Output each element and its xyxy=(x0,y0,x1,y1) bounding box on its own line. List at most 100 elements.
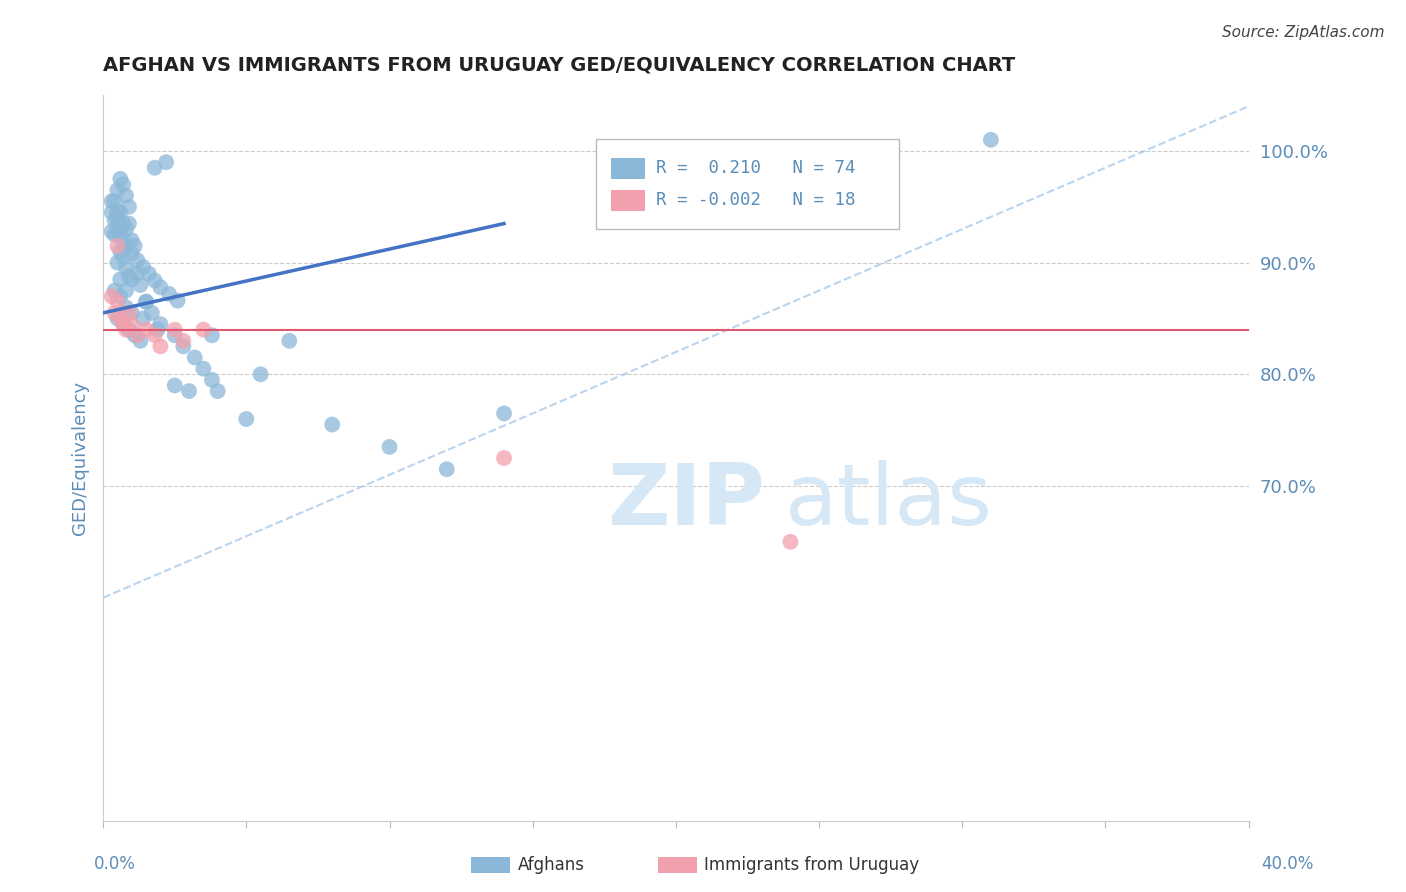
Point xyxy=(184,351,207,365)
Point xyxy=(177,384,200,398)
Point xyxy=(115,284,138,298)
Point xyxy=(193,361,215,376)
Text: 0.0%: 0.0% xyxy=(94,855,136,872)
Point xyxy=(121,306,143,320)
Point xyxy=(118,200,141,214)
Point xyxy=(193,323,215,337)
Point xyxy=(980,133,1002,147)
Point xyxy=(129,277,152,292)
Point xyxy=(115,222,138,236)
Point xyxy=(779,534,801,549)
Point xyxy=(141,306,163,320)
FancyBboxPatch shape xyxy=(610,189,645,211)
Point xyxy=(121,317,143,331)
Point xyxy=(155,155,177,169)
Point xyxy=(115,301,138,315)
Point xyxy=(112,178,135,192)
Point xyxy=(132,260,155,274)
FancyBboxPatch shape xyxy=(610,158,645,179)
Point xyxy=(172,334,194,348)
Point xyxy=(157,286,180,301)
Point xyxy=(124,239,146,253)
Point xyxy=(107,205,129,219)
Point xyxy=(103,284,125,298)
Point xyxy=(110,172,132,186)
Point xyxy=(103,213,125,227)
Point xyxy=(135,294,157,309)
Point xyxy=(278,334,301,348)
Point xyxy=(492,406,515,420)
Point xyxy=(127,328,149,343)
Point xyxy=(112,317,135,331)
Point xyxy=(378,440,401,454)
Text: ZIP: ZIP xyxy=(607,460,765,543)
Point xyxy=(121,233,143,247)
Point xyxy=(201,373,224,387)
Point xyxy=(149,339,172,353)
Point xyxy=(135,323,157,337)
Point xyxy=(107,239,129,253)
Point xyxy=(112,217,135,231)
FancyBboxPatch shape xyxy=(596,138,900,229)
Text: 40.0%: 40.0% xyxy=(1261,855,1313,872)
Point xyxy=(143,273,166,287)
Point xyxy=(115,188,138,202)
Y-axis label: GED/Equivalency: GED/Equivalency xyxy=(72,381,89,535)
Point xyxy=(100,194,122,209)
Text: Source: ZipAtlas.com: Source: ZipAtlas.com xyxy=(1222,25,1385,40)
Point xyxy=(235,412,257,426)
Point xyxy=(163,378,186,392)
Point xyxy=(118,217,141,231)
Point xyxy=(100,224,122,238)
Point xyxy=(115,240,138,254)
Text: AFGHAN VS IMMIGRANTS FROM URUGUAY GED/EQUIVALENCY CORRELATION CHART: AFGHAN VS IMMIGRANTS FROM URUGUAY GED/EQ… xyxy=(103,55,1015,74)
Point xyxy=(129,334,152,348)
Point xyxy=(100,205,122,219)
Point xyxy=(321,417,343,432)
Point xyxy=(100,289,122,303)
Point xyxy=(107,294,129,309)
Text: R = -0.002   N = 18: R = -0.002 N = 18 xyxy=(657,192,856,210)
Point xyxy=(110,272,132,286)
Point xyxy=(110,244,132,259)
Point xyxy=(149,317,172,331)
Point xyxy=(149,280,172,294)
Text: Afghans: Afghans xyxy=(517,856,585,874)
Point xyxy=(127,267,149,281)
Point xyxy=(112,250,135,264)
Point xyxy=(118,323,141,337)
Point xyxy=(135,294,157,309)
Point xyxy=(201,328,224,343)
Point xyxy=(172,339,194,353)
Point xyxy=(118,268,141,283)
Point xyxy=(127,253,149,268)
Point xyxy=(138,267,160,281)
Point xyxy=(107,211,129,225)
Point xyxy=(110,205,132,219)
Point xyxy=(107,255,129,269)
Point xyxy=(112,317,135,331)
Text: R =  0.210   N = 74: R = 0.210 N = 74 xyxy=(657,160,856,178)
Point xyxy=(124,328,146,343)
Point xyxy=(143,161,166,175)
Point xyxy=(132,311,155,326)
Point xyxy=(110,311,132,326)
Point xyxy=(143,328,166,343)
Point xyxy=(107,183,129,197)
Text: Immigrants from Uruguay: Immigrants from Uruguay xyxy=(704,856,920,874)
Point xyxy=(110,289,132,303)
Point xyxy=(436,462,458,476)
Point xyxy=(121,272,143,286)
Point xyxy=(103,306,125,320)
Point xyxy=(110,227,132,241)
Text: atlas: atlas xyxy=(785,460,993,543)
Point xyxy=(146,323,169,337)
Point xyxy=(118,306,141,320)
Point xyxy=(103,227,125,242)
Point xyxy=(163,323,186,337)
Point xyxy=(492,451,515,466)
Point xyxy=(249,368,271,382)
Point xyxy=(163,328,186,343)
Point xyxy=(207,384,229,398)
Point xyxy=(121,246,143,260)
